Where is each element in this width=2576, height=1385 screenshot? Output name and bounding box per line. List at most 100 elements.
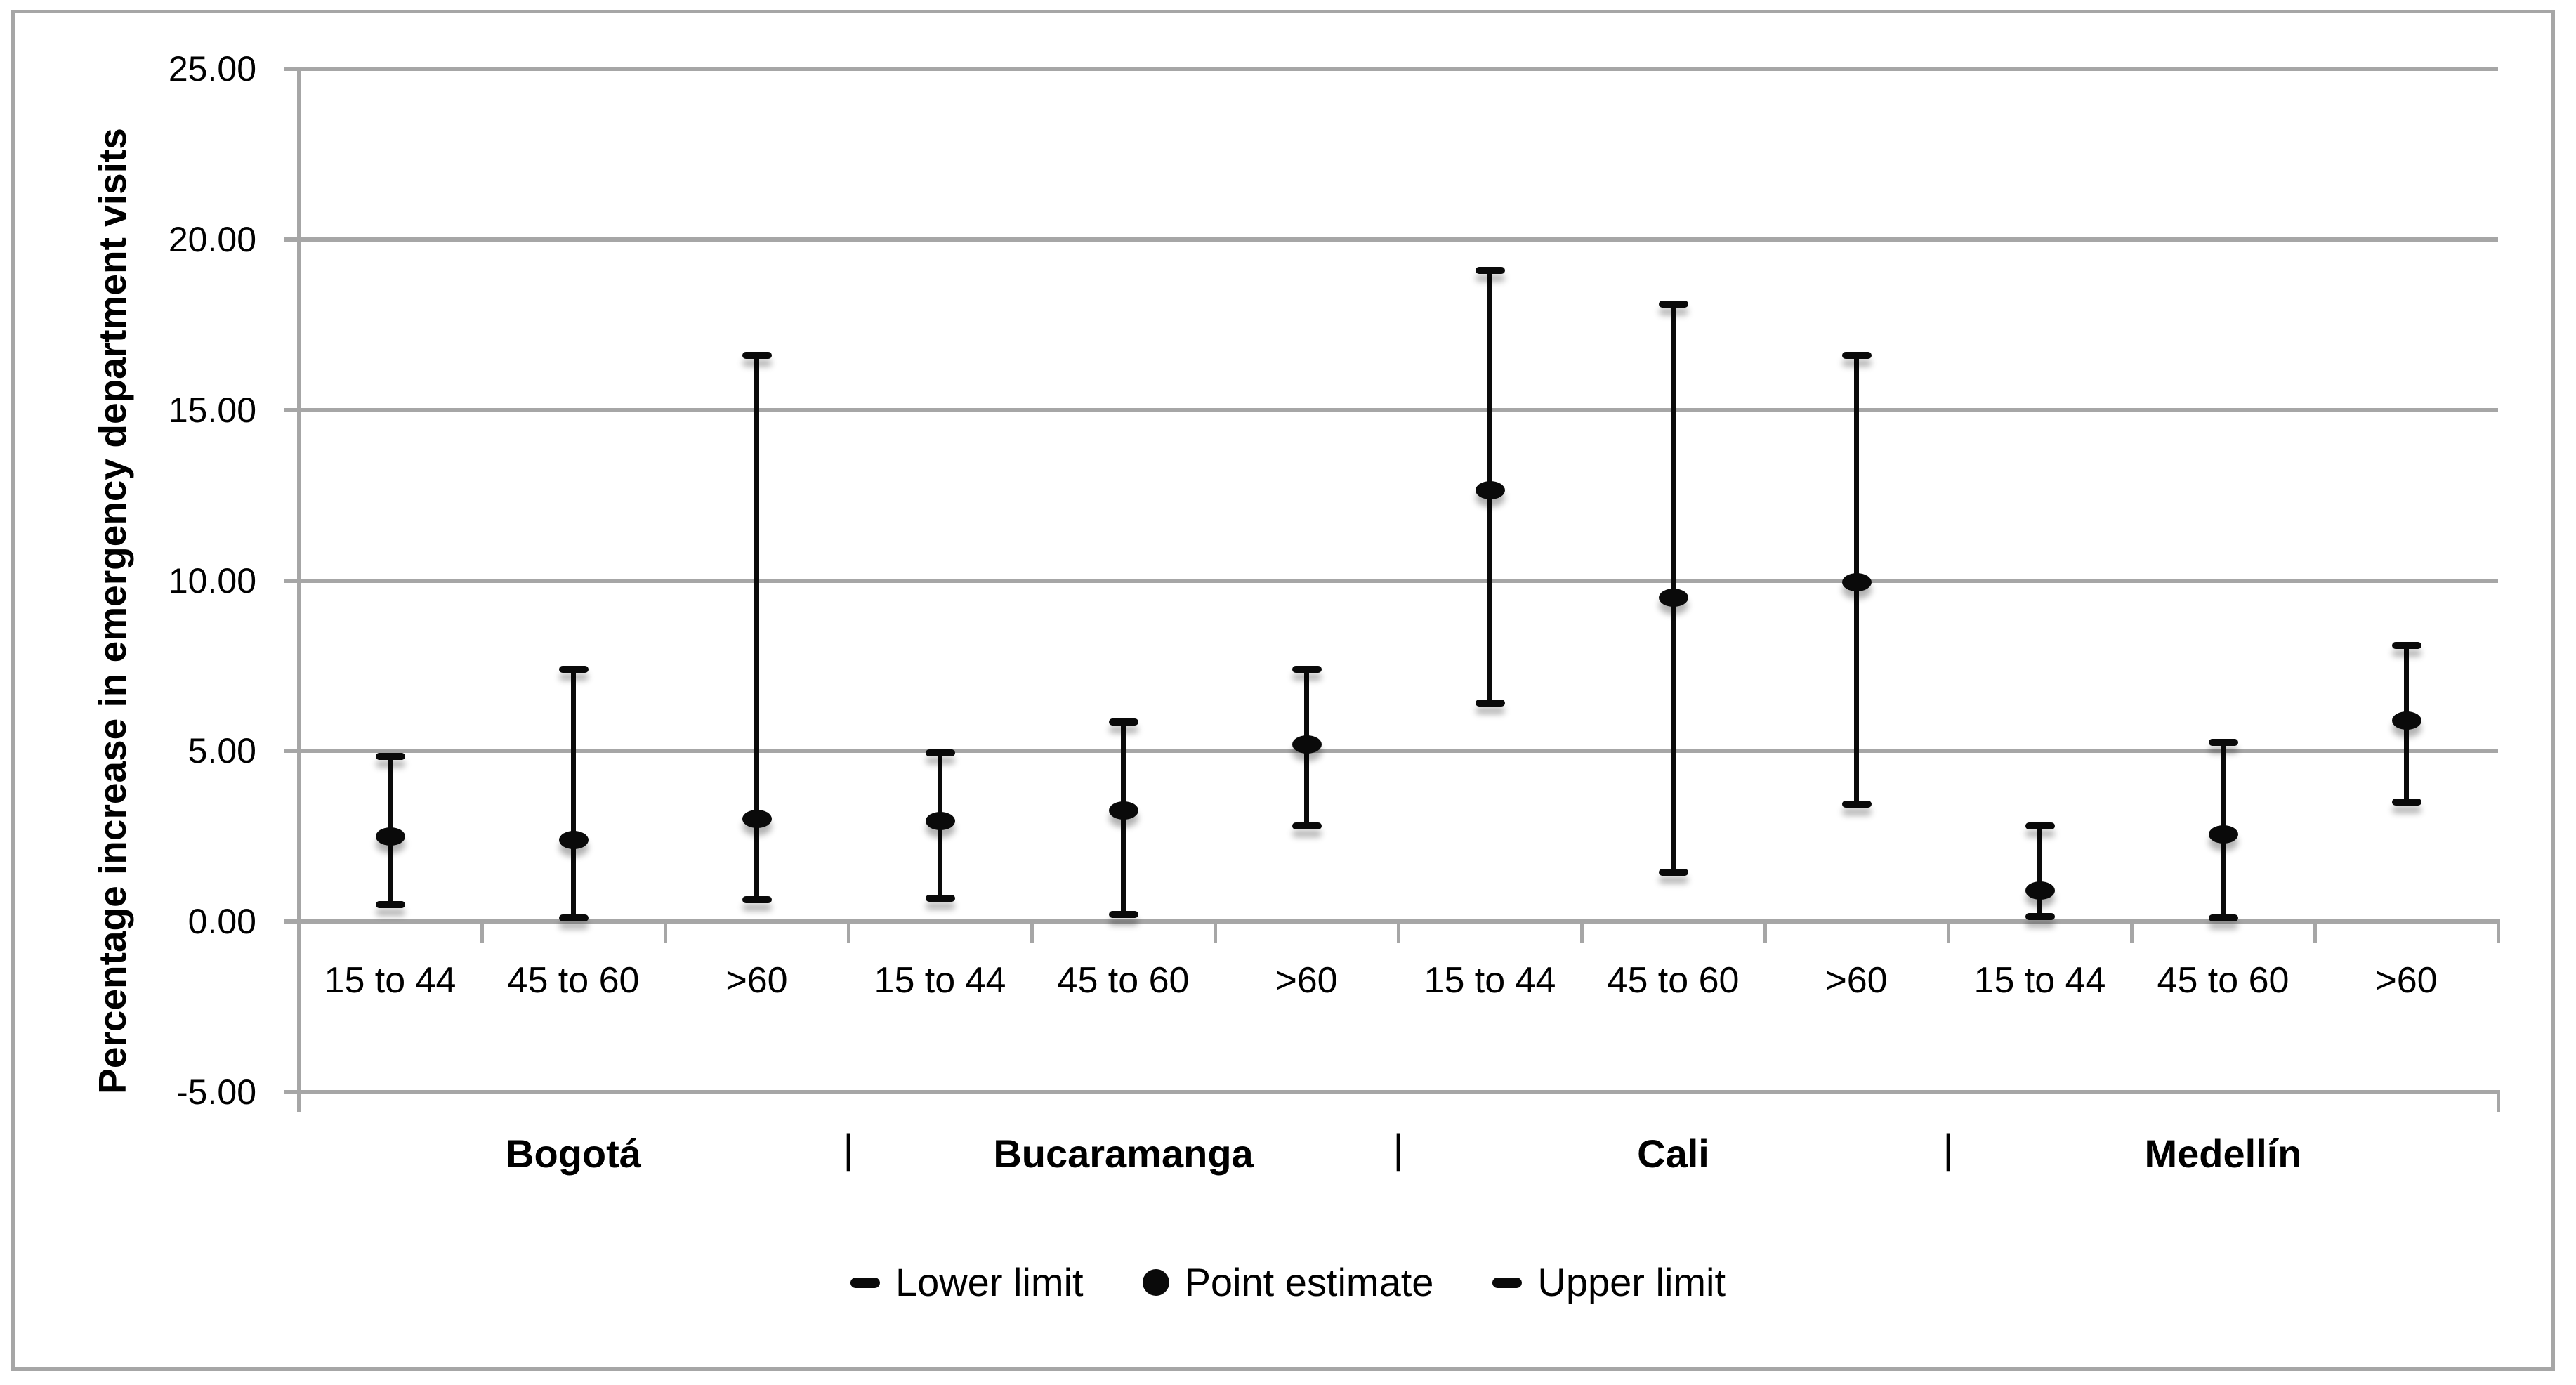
age-group-label: 45 to 60 [2157, 960, 2289, 1001]
gridline [284, 407, 2498, 412]
legend: Lower limit Point estimate Upper limit [850, 1263, 1726, 1302]
legend-circle-icon [1142, 1269, 1169, 1296]
x-axis-tick [2313, 919, 2317, 943]
upper-limit-cap [375, 752, 405, 760]
city-label: Cali [1637, 1131, 1709, 1176]
lower-limit-cap [1475, 700, 1505, 707]
lower-limit-cap [2208, 914, 2238, 922]
age-group-label: >60 [1275, 960, 1338, 1001]
point-estimate-marker [2391, 711, 2421, 730]
x-axis-bottom-frame [284, 1090, 2498, 1094]
upper-limit-cap [1475, 266, 1505, 274]
axis-end-tick [296, 1090, 301, 1112]
error-bar-whisker [2037, 826, 2042, 917]
y-tick-label: 15.00 [168, 390, 256, 430]
x-axis-tick [2496, 919, 2500, 943]
x-axis-tick [1213, 919, 1217, 943]
lower-limit-cap [925, 895, 955, 902]
upper-limit-cap [2025, 822, 2055, 830]
city-label: Medellín [2144, 1131, 2302, 1176]
point-estimate-marker [925, 811, 955, 830]
legend-dash-icon [1492, 1277, 1523, 1288]
x-axis-tick [1579, 919, 1584, 943]
y-tick-label: -5.00 [176, 1072, 256, 1112]
age-group-label: 45 to 60 [507, 960, 640, 1001]
gridline [284, 578, 2498, 583]
point-estimate-marker [2025, 881, 2055, 900]
x-axis-tick [296, 919, 301, 943]
point-estimate-marker [2208, 825, 2238, 844]
point-estimate-marker [1658, 588, 1688, 607]
age-group-label: 15 to 44 [874, 960, 1006, 1001]
point-estimate-marker [558, 830, 589, 849]
x-axis-tick [480, 919, 484, 943]
y-tick-label: 0.00 [188, 902, 256, 942]
upper-limit-cap [1292, 665, 1322, 673]
age-group-label: >60 [2375, 960, 2438, 1001]
point-estimate-marker [1841, 572, 1872, 591]
age-group-label: 45 to 60 [1607, 960, 1740, 1001]
legend-item: Lower limit [850, 1263, 1084, 1302]
age-group-label: 15 to 44 [1424, 960, 1556, 1001]
legend-item: Point estimate [1142, 1260, 1434, 1304]
upper-limit-cap [925, 749, 955, 756]
upper-limit-cap [2391, 641, 2421, 649]
lower-limit-cap [375, 900, 405, 908]
x-axis-tick [1030, 919, 1034, 943]
zero-gridline [284, 919, 2498, 924]
upper-limit-cap [1108, 718, 1138, 726]
point-estimate-marker [1292, 735, 1322, 754]
x-axis-tick [1396, 919, 1400, 943]
city-separator: | [843, 1127, 854, 1172]
upper-limit-cap [558, 665, 589, 673]
gridline [284, 67, 2498, 71]
lower-limit-cap [2025, 912, 2055, 920]
y-axis-line [297, 67, 301, 1096]
y-tick-label: 5.00 [188, 731, 256, 771]
lower-limit-cap [1292, 822, 1322, 830]
point-estimate-marker [1108, 801, 1138, 820]
legend-label: Point estimate [1184, 1260, 1434, 1304]
y-axis-title: Percentage increase in emergency departm… [91, 128, 134, 1094]
x-axis-tick [846, 919, 850, 943]
error-bar-whisker [754, 355, 759, 900]
x-axis-tick [1763, 919, 1767, 943]
x-axis-tick [2129, 919, 2134, 943]
x-axis-tick [1946, 919, 1950, 943]
figure-border [11, 10, 2555, 1371]
lower-limit-cap [1658, 868, 1688, 876]
lower-limit-cap [558, 914, 589, 922]
upper-limit-cap [742, 351, 772, 359]
lower-limit-cap [1108, 911, 1138, 919]
legend-label: Upper limit [1537, 1260, 1726, 1304]
point-estimate-marker [1475, 480, 1505, 499]
lower-limit-cap [742, 895, 772, 903]
age-group-label: 15 to 44 [324, 960, 456, 1001]
legend-dash-icon [850, 1277, 880, 1288]
point-estimate-marker [742, 810, 772, 829]
age-group-label: 15 to 44 [1973, 960, 2106, 1001]
legend-label: Lower limit [895, 1260, 1084, 1304]
age-group-label: >60 [1825, 960, 1888, 1001]
y-tick-label: 10.00 [168, 560, 256, 600]
age-group-label: 45 to 60 [1057, 960, 1190, 1001]
axis-end-tick [2496, 1090, 2500, 1112]
city-label: Bogotá [506, 1131, 641, 1176]
upper-limit-cap [1841, 351, 1872, 359]
gridline [284, 749, 2498, 754]
city-separator: | [1393, 1127, 1404, 1172]
upper-limit-cap [2208, 739, 2238, 747]
city-separator: | [1943, 1127, 1954, 1172]
upper-limit-cap [1658, 301, 1688, 308]
error-bar-whisker [1671, 304, 1676, 872]
age-group-label: >60 [725, 960, 788, 1001]
gridline [284, 237, 2498, 242]
lower-limit-cap [2391, 799, 2421, 806]
x-axis-tick [663, 919, 667, 943]
city-label: Bucaramanga [993, 1131, 1254, 1176]
point-estimate-marker [375, 827, 405, 846]
y-tick-label: 25.00 [168, 49, 256, 88]
lower-limit-cap [1841, 800, 1872, 808]
error-bar-whisker [571, 669, 576, 919]
